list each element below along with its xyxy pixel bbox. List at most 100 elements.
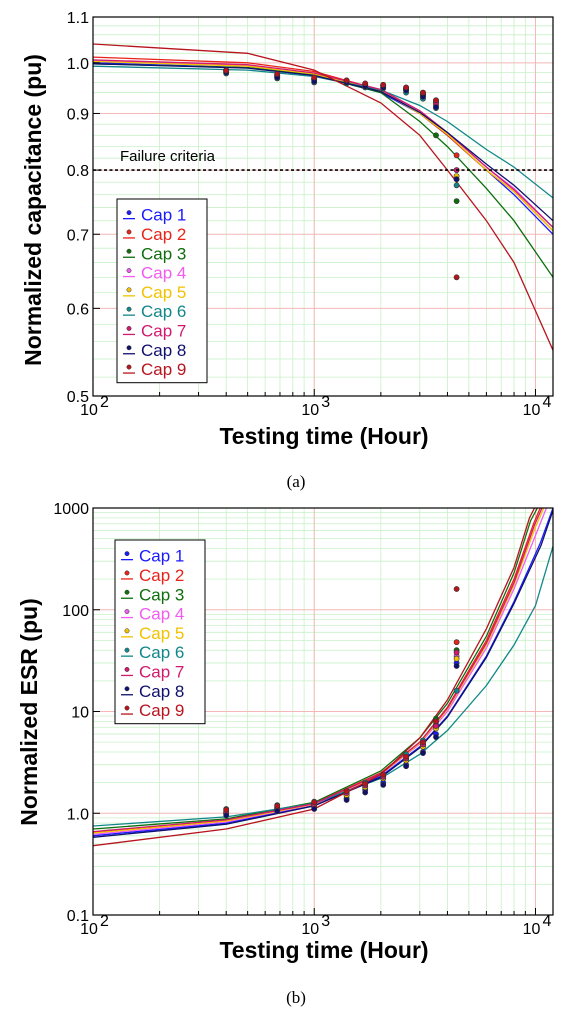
legend-label: Cap 6: [141, 302, 186, 321]
legend-marker-swatch: [124, 705, 130, 711]
esr-point-cap9: [223, 806, 230, 813]
esr-point-cap9: [311, 799, 318, 806]
esr-point-cap8: [311, 806, 318, 812]
x-tick-label: 10: [80, 402, 98, 419]
capacitance-fit-curve-5: [93, 60, 553, 232]
legend-marker-swatch: [124, 628, 130, 634]
capacitance-point-cap8: [453, 176, 460, 183]
esr-point-cap5: [453, 655, 460, 662]
capacitance-caption: (a): [287, 472, 306, 491]
legend-marker-swatch: [126, 345, 132, 351]
y-tick-label: 0.5: [67, 389, 89, 406]
legend-marker-swatch: [126, 287, 132, 293]
legend-marker-swatch: [126, 229, 132, 235]
esr-legend-box: [114, 539, 206, 725]
esr-point-cap8: [380, 782, 387, 788]
legend-marker-swatch: [126, 268, 132, 273]
esr-x-axis-label: Testing time (Hour): [219, 937, 428, 963]
y-tick-label: 1000: [53, 501, 89, 518]
legend-label: Cap 1: [139, 547, 184, 566]
y-tick-label: 1.0: [67, 56, 89, 73]
capacitance-point-cap3: [453, 198, 460, 204]
legend-marker-swatch: [124, 609, 130, 614]
esr-point-cap9: [362, 780, 369, 787]
legend-label: Cap 9: [139, 701, 184, 720]
y-tick-label: 1.1: [67, 10, 89, 27]
failure-criteria-label: Failure criteria: [120, 148, 216, 165]
x-tick-exponent: 4: [542, 913, 551, 930]
capacitance-plot-frame: [92, 16, 554, 397]
capacitance-point-cap9: [274, 71, 281, 77]
y-tick-label: 0.8: [67, 163, 89, 180]
y-tick-label: 0.9: [67, 106, 89, 123]
legend-label: Cap 4: [139, 605, 184, 624]
x-tick-exponent: 3: [321, 913, 330, 930]
capacitance-point-cap8: [433, 104, 439, 110]
esr-point-cap9: [274, 803, 281, 809]
capacitance-y-axis-label: Normalized capacitance (pu): [20, 54, 46, 366]
capacitance-point-cap9: [453, 274, 460, 281]
esr-caption: (b): [286, 988, 306, 1007]
esr-fit-curve-8: [93, 510, 553, 838]
capacitance-fit-curves: [93, 43, 553, 351]
esr-point-cap9: [343, 788, 350, 794]
capacitance-fit-curve-9: [93, 43, 553, 351]
esr-y-axis-label: Normalized ESR (pu): [16, 598, 42, 825]
legend-label: Cap 7: [139, 662, 184, 681]
legend-marker-swatch: [124, 667, 130, 672]
legend-label: Cap 7: [141, 321, 186, 340]
capacitance-grid: [93, 17, 553, 396]
legend-label: Cap 3: [139, 585, 184, 604]
y-tick-label: 0.1: [67, 908, 89, 925]
x-tick-label: 10: [523, 402, 541, 419]
esr-fit-curve-6: [93, 546, 553, 827]
y-tick-label: 100: [62, 603, 89, 620]
legend-marker-swatch: [126, 248, 132, 254]
capacitance-point-cap2: [453, 152, 460, 159]
esr-point-cap7: [453, 649, 460, 656]
legend-label: Cap 8: [141, 341, 186, 360]
legend-label: Cap 1: [141, 206, 186, 225]
x-tick-label: 10: [80, 921, 98, 938]
capacitance-x-axis-label: Testing time (Hour): [219, 423, 428, 449]
capacitance-fit-curve-7: [93, 59, 553, 228]
capacitance-point-cap9: [420, 89, 426, 96]
capacitance-fit-curve-6: [93, 65, 553, 199]
legend-marker-swatch: [126, 306, 132, 312]
capacitance-legend-box: [116, 198, 208, 384]
esr-series: [93, 508, 553, 847]
legend-label: Cap 9: [141, 360, 186, 379]
capacitance-point-cap9: [343, 77, 350, 84]
esr-point-cap9: [380, 771, 387, 778]
y-tick-label: 10: [71, 705, 89, 722]
legend-marker-swatch: [124, 551, 130, 557]
x-tick-exponent: 4: [542, 394, 551, 411]
y-tick-label: 0.7: [67, 227, 89, 244]
esr-point-cap9: [403, 753, 409, 760]
legend-label: Cap 3: [141, 244, 186, 263]
esr-point-cap8: [453, 663, 460, 669]
esr-point-cap8: [223, 812, 230, 819]
capacitance-point-cap9: [380, 82, 387, 88]
capacitance-point-cap9: [311, 74, 318, 81]
esr-point-cap8: [343, 797, 350, 803]
y-tick-label: 1.0: [67, 806, 89, 823]
esr-point-cap8: [274, 808, 281, 814]
y-tick-label: 0.6: [67, 301, 89, 318]
esr-point-cap8: [420, 750, 426, 756]
legend-label: Cap 2: [141, 225, 186, 244]
esr-point-cap2: [453, 639, 460, 646]
legend-marker-swatch: [124, 686, 130, 692]
legend-label: Cap 2: [139, 566, 184, 585]
esr-point-cap8: [403, 763, 409, 770]
failure-criteria-line: Failure criteria: [93, 148, 553, 171]
esr-point-cap9: [420, 739, 426, 745]
legend-label: Cap 5: [139, 624, 184, 643]
capacitance-point-cap3: [433, 132, 439, 139]
legend-marker-swatch: [126, 364, 132, 370]
